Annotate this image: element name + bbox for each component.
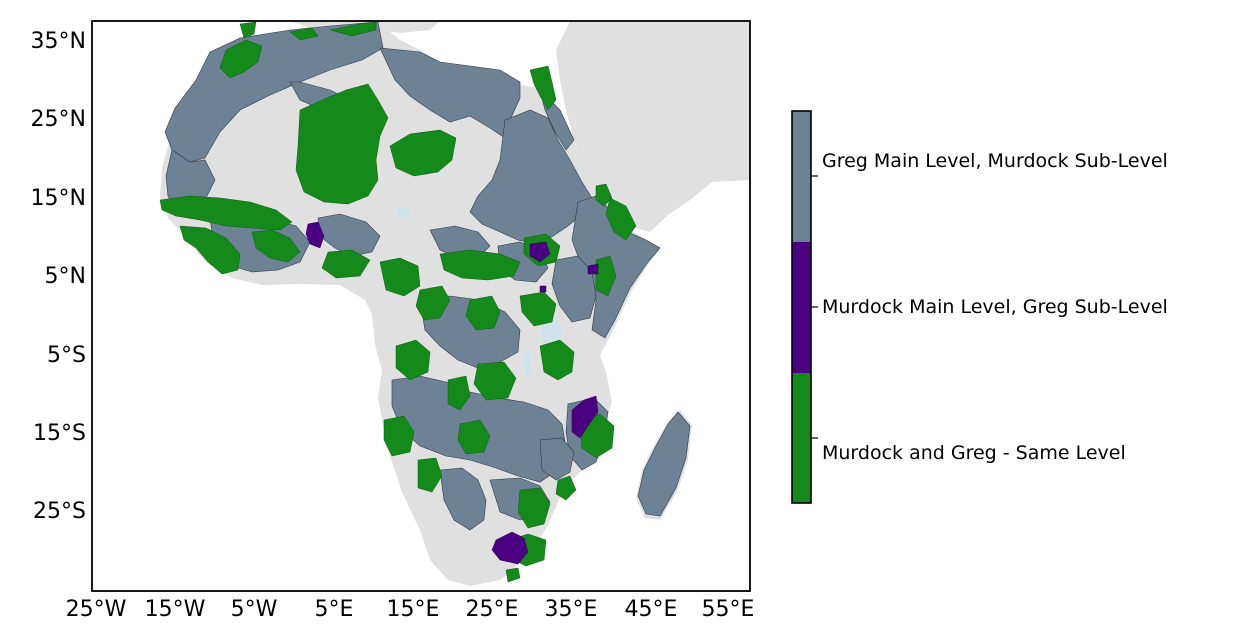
green-region (251, 229, 301, 263)
x-tick-label: 35°E (545, 597, 598, 622)
purple-region-group (305, 221, 599, 565)
x-tick-label: 15°W (145, 597, 206, 622)
x-tick-label: 55°E (702, 597, 755, 622)
grey-region (317, 213, 381, 257)
green-region (529, 65, 557, 111)
green-region (465, 295, 501, 331)
y-tick-label: 25°S (33, 499, 86, 524)
legend: Greg Main Level, Murdock Sub-Level Murdo… (791, 110, 1168, 504)
legend-swatch-grey (792, 111, 811, 242)
x-tick-label: 5°E (315, 597, 354, 622)
x-tick-label: 25°W (66, 597, 127, 622)
green-region (321, 249, 371, 279)
green-region (239, 21, 257, 39)
legend-swatch-green (792, 373, 811, 503)
y-tick-label: 15°N (31, 186, 86, 211)
lake-tanganyika (523, 350, 532, 380)
green-region (395, 339, 431, 381)
plot-frame (91, 20, 751, 592)
green-region (539, 339, 575, 381)
y-tick-label: 5°N (45, 264, 86, 289)
arabia-landmass (556, 21, 750, 232)
purple-region (571, 395, 599, 439)
green-region (379, 257, 421, 297)
x-tick-label: 25°E (466, 597, 519, 622)
green-region (289, 27, 319, 41)
green-region-group (159, 21, 637, 583)
grey-region (637, 411, 691, 517)
purple-region (491, 531, 529, 565)
lake-chad (396, 206, 410, 218)
grey-region (439, 467, 487, 531)
grey-region (164, 21, 384, 163)
green-region (517, 487, 551, 529)
green-region (159, 195, 293, 231)
map-layer (159, 21, 750, 586)
green-region (605, 197, 637, 241)
green-region (219, 39, 263, 79)
y-tick-label: 15°S (33, 421, 86, 446)
legend-label: Murdock and Greg - Same Level (822, 442, 1126, 464)
purple-region (587, 263, 599, 275)
green-region (447, 375, 471, 411)
y-axis: 35°N 25°N 15°N 5°N 5°S 15°S 25°S (31, 29, 86, 524)
y-tick-label: 5°S (47, 343, 86, 368)
green-region (595, 255, 617, 297)
x-tick-label: 45°E (625, 597, 678, 622)
legend-swatch-purple (792, 242, 811, 373)
y-tick-label: 35°N (31, 29, 86, 54)
green-region (473, 361, 517, 401)
purple-region (539, 285, 547, 293)
green-region (417, 457, 443, 493)
green-region (383, 415, 415, 457)
green-region (555, 475, 577, 501)
x-tick-label: 5°W (231, 597, 278, 622)
legend-label: Murdock Main Level, Greg Sub-Level (822, 296, 1168, 318)
green-region (505, 567, 521, 583)
purple-region (305, 221, 325, 249)
green-region (295, 83, 389, 205)
green-region (595, 183, 613, 207)
y-tick-label: 25°N (31, 107, 86, 132)
green-region (389, 129, 457, 177)
legend-label: Greg Main Level, Murdock Sub-Level (822, 150, 1168, 172)
green-region (415, 285, 451, 321)
x-tick-label: 15°E (387, 597, 440, 622)
green-region (329, 21, 377, 37)
grey-region (551, 255, 597, 323)
green-region (439, 249, 521, 281)
grey-region (429, 225, 491, 259)
green-region (179, 225, 241, 275)
grey-region (539, 437, 575, 481)
x-axis: 25°W 15°W 5°W 5°E 15°E 25°E 35°E 45°E 55… (66, 597, 755, 622)
green-region (457, 419, 491, 455)
purple-region (529, 241, 551, 263)
